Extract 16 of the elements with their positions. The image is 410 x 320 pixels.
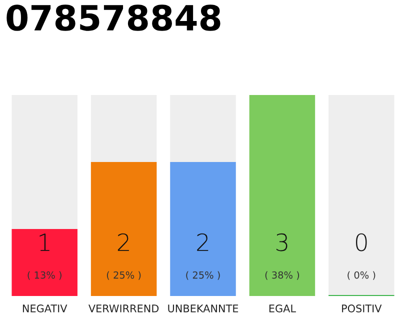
- annotation: ( 0% ): [348, 271, 376, 280]
- annotation: ( 38% ): [265, 271, 300, 280]
- data-label: 0: [356, 233, 367, 252]
- x-tick-label: UNBEKANNTE: [168, 304, 238, 312]
- x-tick-label: POSITIV: [342, 304, 382, 312]
- annotation: ( 25% ): [186, 271, 220, 280]
- annotation: ( 13% ): [28, 271, 62, 280]
- chart-title: 078578848: [6, 4, 220, 31]
- x-tick-label: EGAL: [269, 304, 296, 312]
- data-label: 3: [276, 233, 288, 252]
- data-label: 2: [118, 233, 129, 251]
- data-label: 1: [40, 234, 50, 251]
- x-tick-label: NEGATIV: [22, 304, 68, 312]
- annotation: ( 25% ): [106, 271, 141, 280]
- data-label: 2: [197, 233, 208, 251]
- x-tick-label: VERWIRREND: [88, 304, 159, 312]
